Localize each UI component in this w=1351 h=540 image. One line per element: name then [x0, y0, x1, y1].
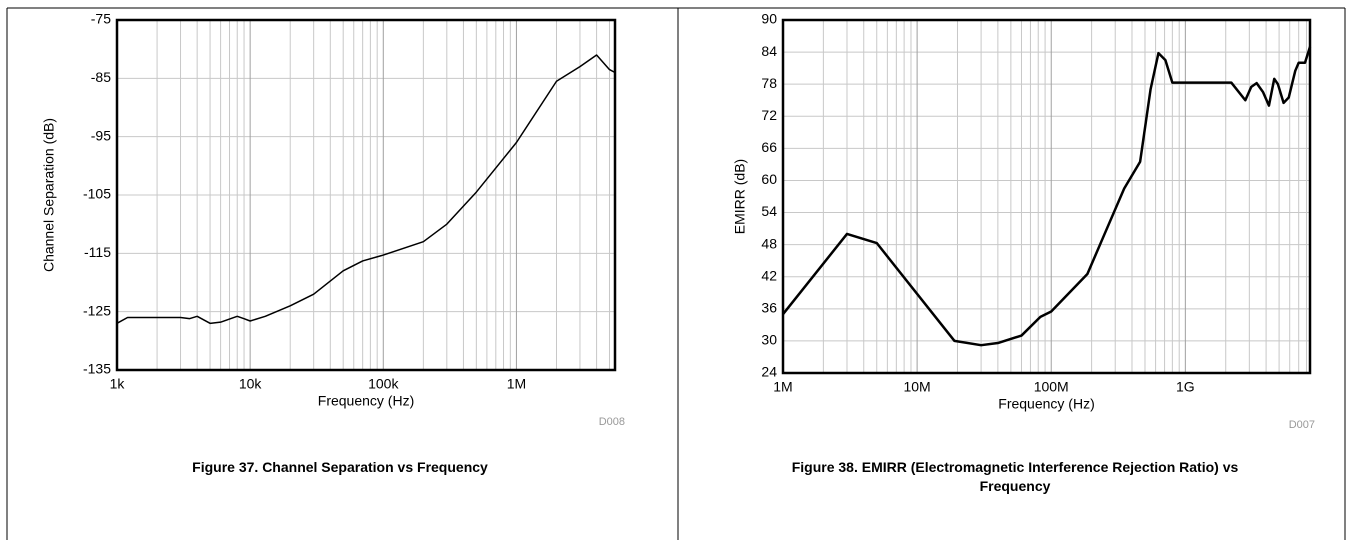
y-tick-label: -135	[83, 361, 111, 377]
figure-code: D007	[1289, 419, 1315, 431]
y-tick-label: 54	[761, 203, 777, 219]
y-axis-label: Channel Separation (dB)	[41, 118, 57, 272]
y-tick-label: -85	[91, 69, 111, 85]
x-axis-label: Frequency (Hz)	[318, 393, 414, 409]
x-tick-label: 10M	[903, 379, 930, 395]
y-tick-label: -105	[83, 186, 111, 202]
x-tick-label: 1G	[1176, 379, 1195, 395]
x-tick-label: 1M	[507, 376, 526, 392]
y-axis-label: EMIRR (dB)	[732, 159, 748, 234]
plot-border	[115, 18, 617, 372]
x-tick-label: 10k	[239, 376, 263, 392]
y-tick-label: -75	[91, 11, 111, 27]
y-tick-label: -95	[91, 127, 111, 143]
y-tick-label: 60	[761, 171, 777, 187]
figure-caption: Figure 38. EMIRR (Electromagnetic Interf…	[791, 459, 1239, 494]
x-axis-label: Frequency (Hz)	[998, 396, 1094, 412]
x-tick-label: 1k	[110, 376, 126, 392]
y-tick-label: -115	[84, 244, 111, 260]
plot-border	[781, 18, 1312, 375]
y-tick-label: 72	[761, 107, 777, 123]
y-tick-label: 48	[761, 235, 777, 251]
y-tick-label: 84	[761, 43, 777, 59]
data-line	[782, 46, 1312, 347]
y-tick-label: 36	[761, 300, 777, 316]
figure-caption: Figure 37. Channel Separation vs Frequen…	[192, 459, 488, 475]
x-tick-label: 1M	[773, 379, 792, 395]
y-tick-label: 24	[761, 364, 777, 380]
figure-code: D008	[599, 416, 625, 428]
y-tick-label: 90	[761, 11, 777, 27]
y-tick-label: 66	[761, 139, 777, 155]
y-tick-label: 30	[761, 332, 777, 348]
y-tick-label: -125	[83, 302, 111, 318]
data-line	[116, 54, 616, 325]
y-tick-label: 42	[761, 267, 777, 283]
y-tick-label: 78	[761, 75, 777, 91]
x-tick-label: 100k	[368, 376, 399, 392]
x-tick-label: 100M	[1034, 379, 1069, 395]
